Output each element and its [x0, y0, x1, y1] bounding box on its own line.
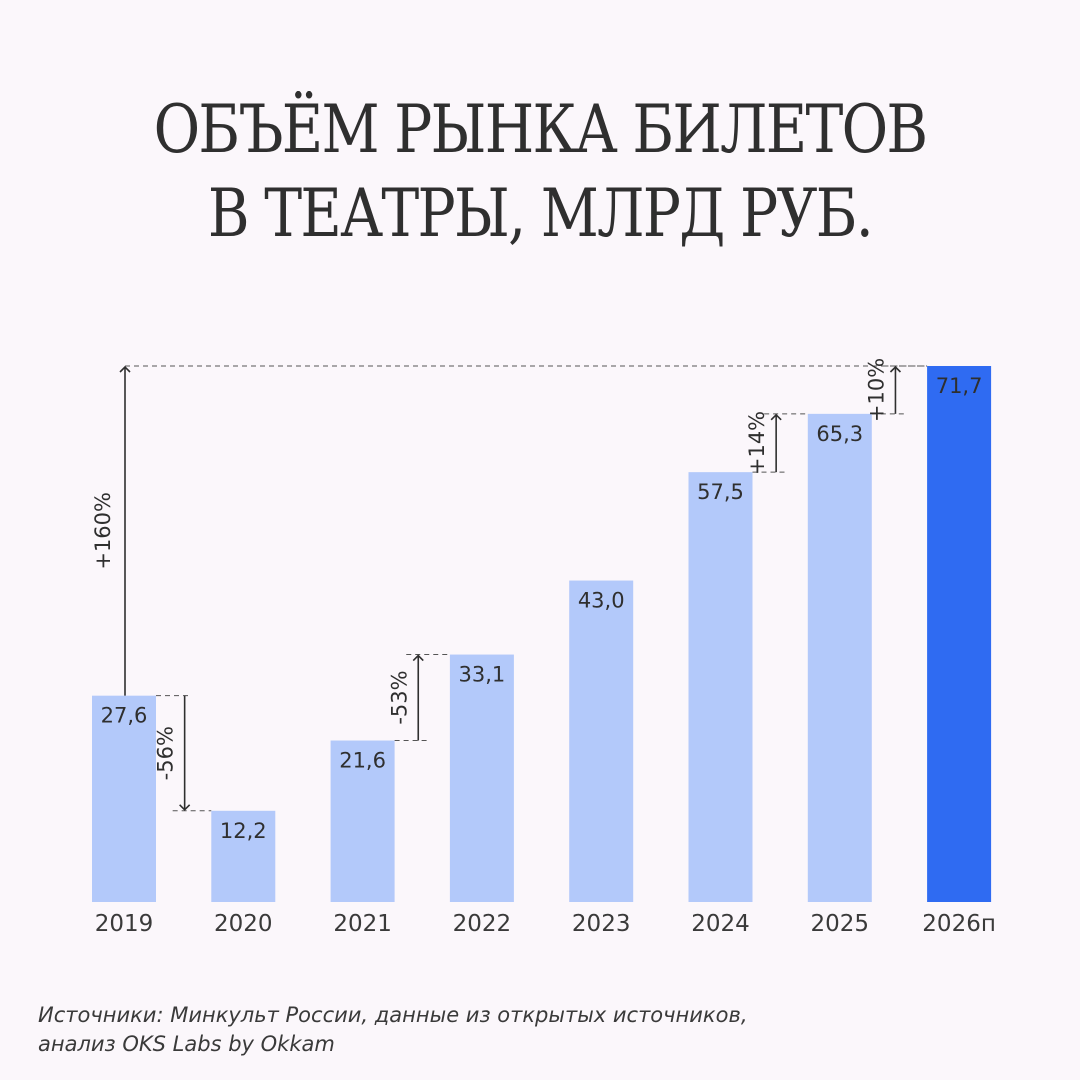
change-label-change-0-7: +160% [91, 492, 115, 570]
value-label-2021: 21,6 [339, 749, 386, 773]
value-label-2026п: 71,7 [936, 374, 983, 398]
bar-2022 [449, 654, 514, 902]
bar-2020 [211, 810, 276, 902]
category-label-2023: 2023 [572, 911, 631, 937]
value-label-2019: 27,6 [101, 704, 148, 728]
bar-2025 [807, 413, 872, 902]
bar-2026п [927, 366, 992, 902]
change-label-change-5-6: +14% [745, 411, 769, 475]
value-label-2023: 43,0 [578, 589, 625, 613]
bar-2024 [688, 472, 753, 902]
source-note: Источники: Минкульт России, данные из от… [38, 1001, 1038, 1059]
category-label-2024: 2024 [691, 911, 750, 937]
source-line-2: анализ OKS Labs by Okkam [38, 1032, 335, 1056]
change-label-change-2-3: -53% [387, 670, 411, 724]
chart-title-line-1: ОБЪЁМ РЫНКА БИЛЕТОВ [153, 91, 929, 168]
category-label-2026п: 2026п [922, 911, 996, 937]
category-label-2019: 2019 [95, 911, 154, 937]
source-line-1: Источники: Минкульт России, данные из от… [38, 1003, 748, 1027]
category-label-2021: 2021 [333, 911, 392, 937]
bar-2023 [569, 580, 634, 902]
bar-2019 [92, 695, 156, 902]
category-label-2025: 2025 [811, 911, 870, 937]
change-label-change-6-7: +10% [864, 358, 888, 422]
bar-2021 [330, 740, 395, 902]
value-label-2024: 57,5 [697, 480, 744, 504]
chart-title-line-2: В ТЕАТРЫ, МЛРД РУБ. [207, 175, 874, 252]
change-label-change-0-1: -56% [154, 726, 178, 780]
chart-title: ОБЪЁМ РЫНКА БИЛЕТОВ В ТЕАТРЫ, МЛРД РУБ. [76, 88, 1005, 256]
value-label-2022: 33,1 [459, 663, 506, 687]
value-label-2020: 12,2 [220, 819, 267, 843]
category-label-2022: 2022 [453, 911, 512, 937]
category-label-2020: 2020 [214, 911, 273, 937]
value-label-2025: 65,3 [816, 422, 863, 446]
